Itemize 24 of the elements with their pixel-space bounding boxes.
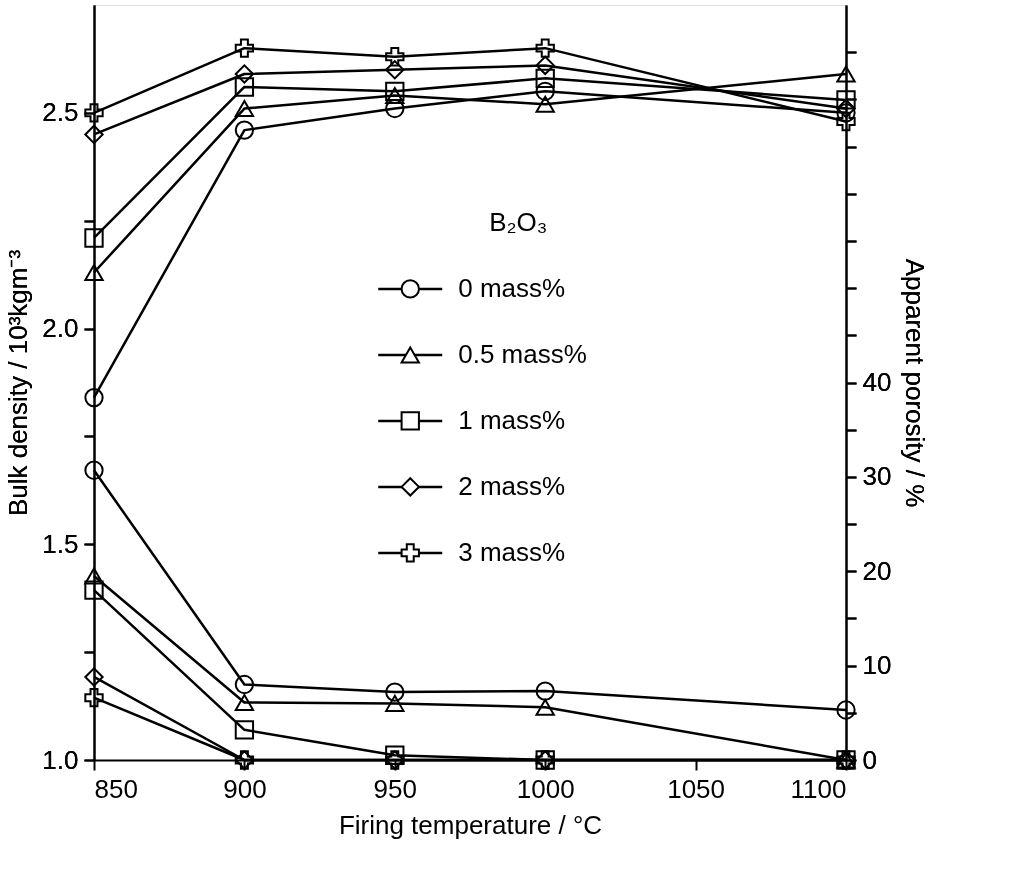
x-tick-label: 950 <box>373 773 417 804</box>
legend-label: 2 mass% <box>458 470 566 501</box>
legend-title: B₂O₃ <box>489 206 548 237</box>
y2-tick-label: 40 <box>862 367 892 397</box>
legend-label: 0.5 mass% <box>458 338 587 369</box>
x-tick-label: 1100 <box>790 773 847 804</box>
y-tick-label: 2.0 <box>42 313 79 344</box>
y2-tick-label: 0 <box>862 744 877 775</box>
legend-label: 1 mass% <box>458 404 566 435</box>
y-axis-title: Bulk density / 10³kgm⁻³ <box>3 249 34 517</box>
y2-tick-label: 30 <box>862 461 892 492</box>
legend-label: 0 mass% <box>458 272 566 303</box>
y-tick-label: 2.5 <box>42 97 79 128</box>
x-tick-label: 1050 <box>667 773 726 804</box>
x-tick-label: 900 <box>223 773 267 804</box>
y2-tick-label: 10 <box>862 650 892 681</box>
y-tick-label: 1.0 <box>42 744 79 775</box>
x-tick-label: 1000 <box>516 773 575 804</box>
y2-tick-label: 20 <box>862 555 892 586</box>
y2-axis-title: Apparent porosity / % <box>900 258 931 508</box>
legend-label: 3 mass% <box>458 536 566 567</box>
y-tick-label: 1.5 <box>42 528 79 559</box>
x-tick-label: 850 <box>94 773 138 804</box>
x-axis-title: Firing temperature / °C <box>338 809 603 840</box>
